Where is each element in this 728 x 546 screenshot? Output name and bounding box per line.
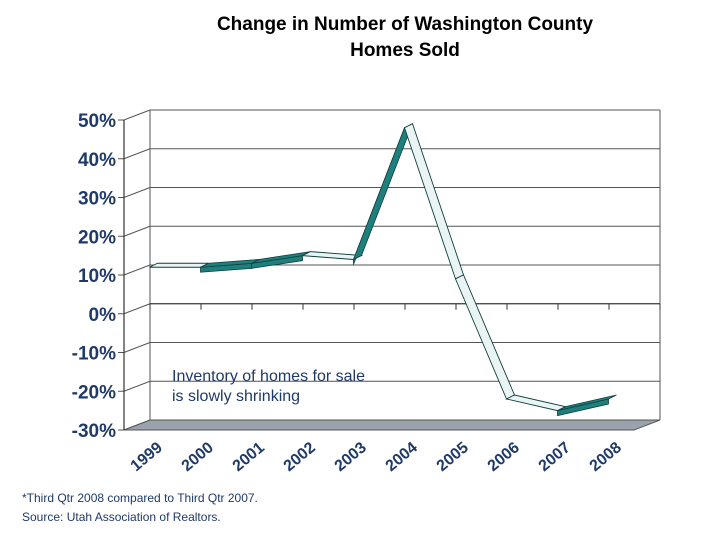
x-tick-label: 2004	[383, 439, 421, 475]
ribbon-segment	[403, 123, 465, 280]
ribbon-segment	[300, 251, 364, 260]
annotation-line-2: is slowly shrinking	[172, 388, 300, 405]
y-tick-label: -20%	[72, 382, 116, 403]
footnote-source: Source: Utah Association of Realtors.	[22, 510, 221, 524]
ribbon-segment	[352, 122, 414, 261]
y-tick-label: 40%	[78, 150, 116, 171]
x-tick-label: 1999	[128, 439, 166, 475]
y-tick-labels: 50% 40% 30% 20% 10% 0% -10% -20% -30%	[72, 111, 116, 442]
gridline-wall	[123, 148, 151, 160]
y-tick-label: 30%	[78, 189, 116, 210]
floor-plane	[123, 419, 661, 431]
x-tick-label: 2001	[230, 439, 268, 475]
gridline-wall	[123, 380, 151, 392]
annotation-line-1: Inventory of homes for sale	[172, 368, 365, 385]
y-tick-label: 20%	[78, 227, 116, 248]
x-tick-label: 2008	[587, 439, 625, 475]
x-tick-label: 2002	[281, 439, 319, 475]
x-tick-label: 2006	[485, 439, 523, 475]
ribbon-segment	[505, 394, 567, 412]
ribbon-segment	[557, 394, 617, 412]
axes	[118, 110, 661, 431]
gridline-wall	[123, 225, 151, 237]
data-ribbon	[149, 122, 617, 417]
footnote-comparison: *Third Qtr 2008 compared to Third Qtr 20…	[22, 491, 258, 505]
gridline-wall	[123, 264, 151, 276]
y-tick-label: 0%	[89, 305, 117, 326]
gridline-wall	[123, 187, 151, 198]
y-tick-label: 10%	[78, 266, 116, 287]
y-tick-label: -30%	[72, 421, 116, 442]
x-tick-label: 2000	[179, 439, 217, 475]
ribbon-segment	[454, 274, 516, 400]
chart-title-line-2: Homes Sold	[350, 40, 460, 61]
x-tick-label: 2003	[332, 439, 370, 475]
y-tick-label: -10%	[72, 344, 116, 365]
chart-title-line-1: Change in Number of Washington County	[216, 14, 594, 35]
x-tick-labels: 1999 2000 2001 2002 2003 2004 2005 2006 2007 2008	[128, 439, 625, 475]
ribbon-segment	[149, 262, 209, 268]
gridline-wall	[123, 303, 151, 315]
gridline-wall	[123, 342, 151, 353]
y-tick-label: 50%	[78, 111, 116, 132]
chart-floor	[123, 419, 661, 431]
x-tick-label: 2005	[434, 439, 472, 475]
gridline-wall	[123, 109, 151, 121]
x-tick-label: 2007	[536, 439, 574, 475]
chart-title: Change in Number of Washington County Ho…	[110, 12, 700, 64]
